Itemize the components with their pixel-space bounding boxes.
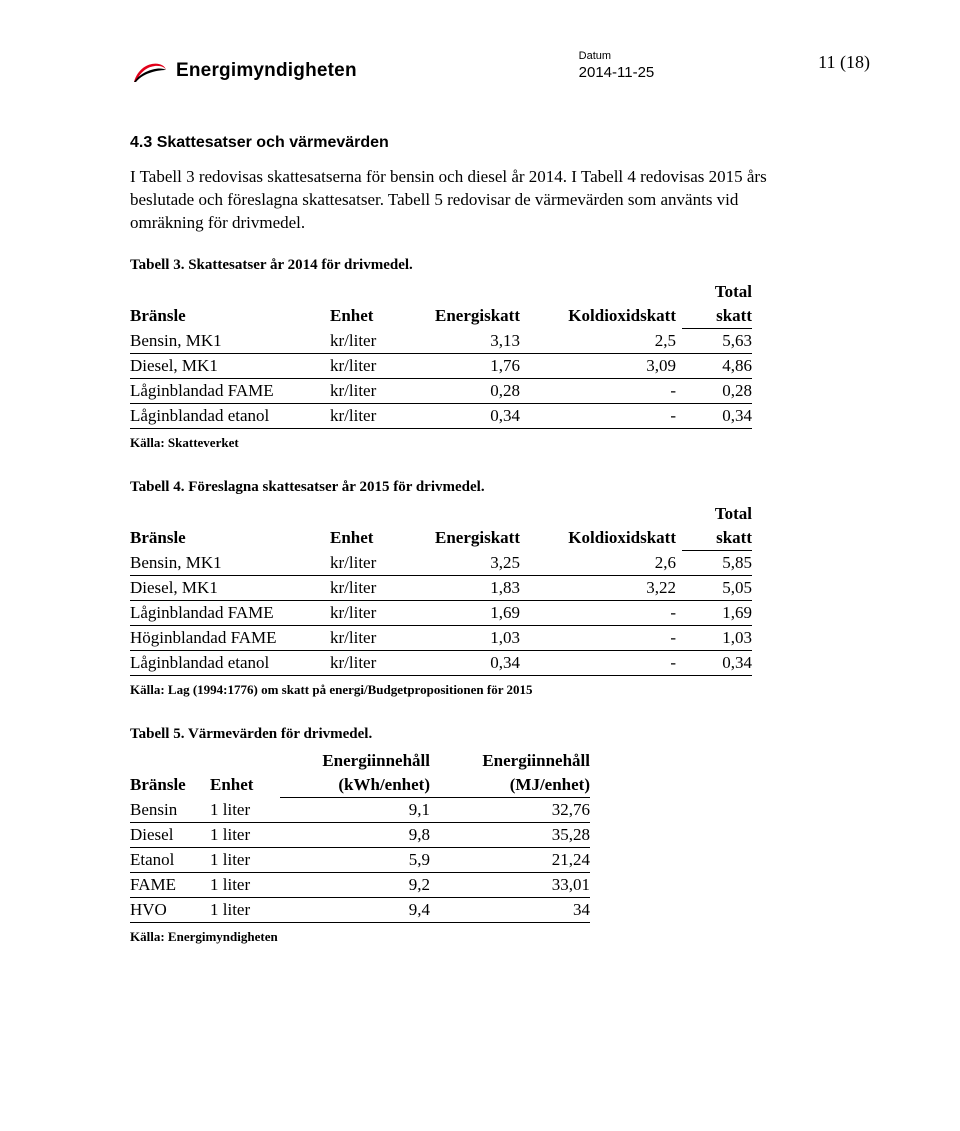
page-number: 11 (18) bbox=[818, 52, 870, 73]
table-row: FAME1 liter9,233,01 bbox=[130, 872, 590, 897]
th-energy: Energiskatt bbox=[400, 280, 526, 329]
table4-source: Källa: Lag (1994:1776) om skatt på energ… bbox=[130, 682, 870, 698]
agency-name: Energimyndigheten bbox=[176, 60, 357, 82]
table-row: Diesel1 liter9,835,28 bbox=[130, 822, 590, 847]
table4-body: Bensin, MK1kr/liter3,252,65,85 Diesel, M… bbox=[130, 550, 752, 675]
table5-source: Källa: Energimyndigheten bbox=[130, 929, 870, 945]
table4: Bränsle Enhet Energiskatt Koldioxidskatt… bbox=[130, 502, 752, 676]
table-row: Bensin, MK1kr/liter3,252,65,85 bbox=[130, 550, 752, 575]
table-row: Bensin1 liter9,132,76 bbox=[130, 797, 590, 822]
table3-caption: Tabell 3. Skattesatser år 2014 för drivm… bbox=[130, 257, 870, 274]
table5-body: Bensin1 liter9,132,76 Diesel1 liter9,835… bbox=[130, 797, 590, 922]
table-row: Etanol1 liter5,921,24 bbox=[130, 847, 590, 872]
table-row: Låginblandad etanolkr/liter0,34-0,34 bbox=[130, 650, 752, 675]
th-kwh-b: (kWh/enhet) bbox=[280, 773, 440, 798]
th-energy: Energiskatt bbox=[400, 502, 526, 551]
th-mj-b: (MJ/enhet) bbox=[440, 773, 590, 798]
table-row: Låginblandad FAMEkr/liter1,69-1,69 bbox=[130, 600, 752, 625]
section-paragraph: I Tabell 3 redovisas skattesatserna för … bbox=[130, 166, 770, 235]
table-row: Låginblandad FAMEkr/liter0,28-0,28 bbox=[130, 378, 752, 403]
th-fuel: Bränsle bbox=[130, 502, 330, 551]
th-total-a: Total bbox=[682, 502, 752, 526]
table-row: Höginblandad FAMEkr/liter1,03-1,03 bbox=[130, 625, 752, 650]
agency-logo: Energimyndigheten bbox=[130, 52, 357, 90]
doc-meta: Datum 2014-11-25 bbox=[579, 50, 655, 81]
table-row: Diesel, MK1kr/liter1,833,225,05 bbox=[130, 575, 752, 600]
th-mj-a: Energiinnehåll bbox=[440, 749, 590, 773]
section-heading: 4.3 Skattesatser och värmevärden bbox=[130, 134, 870, 152]
table5: Bränsle Enhet Energiinnehåll Energiinneh… bbox=[130, 749, 590, 923]
th-unit: Enhet bbox=[210, 749, 280, 798]
th-total-b: skatt bbox=[682, 526, 752, 551]
date-label: Datum bbox=[579, 50, 655, 62]
swoosh-icon bbox=[130, 52, 168, 90]
th-fuel: Bränsle bbox=[130, 280, 330, 329]
doc-date: 2014-11-25 bbox=[579, 64, 655, 81]
th-unit: Enhet bbox=[330, 502, 400, 551]
th-unit: Enhet bbox=[330, 280, 400, 329]
table3: Bränsle Enhet Energiskatt Koldioxidskatt… bbox=[130, 280, 752, 429]
table4-caption: Tabell 4. Föreslagna skattesatser år 201… bbox=[130, 479, 870, 496]
table-row: HVO1 liter9,434 bbox=[130, 897, 590, 922]
th-kwh-a: Energiinnehåll bbox=[280, 749, 440, 773]
th-co2: Koldioxidskatt bbox=[526, 502, 682, 551]
table-row: Diesel, MK1kr/liter1,763,094,86 bbox=[130, 353, 752, 378]
th-total-a: Total bbox=[682, 280, 752, 304]
th-co2: Koldioxidskatt bbox=[526, 280, 682, 329]
table-row: Låginblandad etanolkr/liter0,34-0,34 bbox=[130, 403, 752, 428]
table-row: Bensin, MK1kr/liter3,132,55,63 bbox=[130, 328, 752, 353]
th-fuel: Bränsle bbox=[130, 749, 210, 798]
table3-body: Bensin, MK1kr/liter3,132,55,63 Diesel, M… bbox=[130, 328, 752, 428]
table3-source: Källa: Skatteverket bbox=[130, 435, 870, 451]
th-total-b: skatt bbox=[682, 304, 752, 329]
table5-caption: Tabell 5. Värmevärden för drivmedel. bbox=[130, 726, 870, 743]
